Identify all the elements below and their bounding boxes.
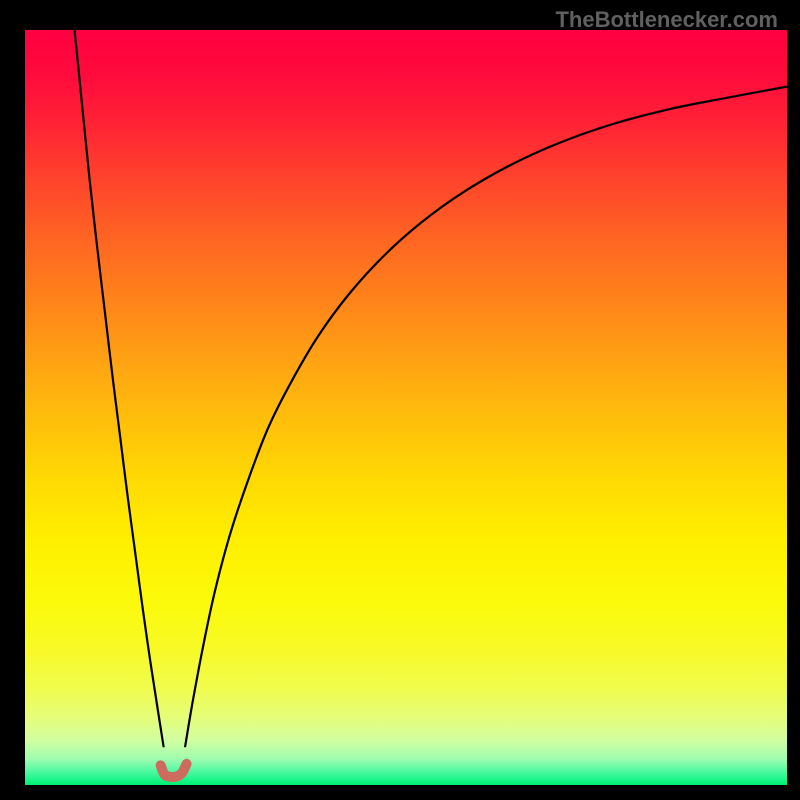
dip-marker [161, 764, 187, 777]
bottleneck-chart: TheBottlenecker.com [0, 0, 800, 800]
watermark-text: TheBottlenecker.com [555, 7, 778, 33]
curve-left-branch [75, 30, 164, 747]
curve-right-branch [185, 87, 787, 748]
chart-svg-layer [0, 0, 800, 800]
